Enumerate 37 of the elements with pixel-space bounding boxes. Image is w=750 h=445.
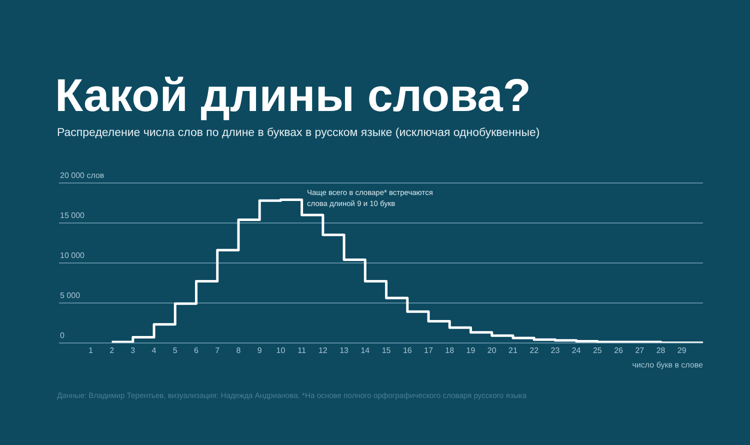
x-tick-label: 6 bbox=[194, 346, 200, 355]
x-tick-label: 9 bbox=[257, 346, 262, 355]
x-tick-label: 15 bbox=[382, 346, 392, 355]
x-tick-label: 23 bbox=[550, 346, 560, 355]
x-tick-label: 1 bbox=[88, 346, 94, 355]
x-tick-label: 22 bbox=[530, 346, 540, 355]
y-tick-label: 0 bbox=[60, 331, 65, 340]
x-tick-label: 11 bbox=[298, 346, 307, 355]
x-tick-label: 5 bbox=[172, 346, 178, 355]
x-tick-label: 16 bbox=[402, 346, 412, 355]
x-axis-title: число букв в слове bbox=[632, 360, 704, 370]
x-tick-label: 13 bbox=[340, 346, 350, 355]
x-tick-label: 28 bbox=[656, 346, 666, 355]
x-tick-label: 18 bbox=[445, 346, 455, 355]
x-tick-label: 4 bbox=[152, 346, 157, 355]
x-tick-label: 14 bbox=[360, 346, 370, 355]
x-tick-label: 29 bbox=[677, 346, 687, 355]
chart-title: Какой длины слова? bbox=[55, 69, 531, 121]
x-tick-label: 12 bbox=[318, 346, 328, 355]
x-tick-label: 10 bbox=[276, 346, 286, 355]
x-tick-label: 20 bbox=[487, 346, 497, 355]
y-tick-label: 10 000 bbox=[60, 251, 86, 260]
x-tick-label: 24 bbox=[572, 346, 582, 355]
x-tick-label: 17 bbox=[424, 346, 434, 355]
y-tick-label: 20 000 слов bbox=[60, 171, 104, 180]
x-tick-label: 8 bbox=[236, 346, 242, 355]
x-tick-label: 25 bbox=[592, 346, 602, 355]
x-tick-label: 7 bbox=[215, 346, 220, 355]
x-tick-label: 26 bbox=[614, 346, 624, 355]
x-tick-label: 27 bbox=[635, 346, 645, 355]
chart-subtitle: Распределение числа слов по длине в буквах в русском языке (исключая однобуквенные) bbox=[57, 126, 540, 141]
x-tick-label: 2 bbox=[110, 346, 115, 355]
y-tick-label: 5 000 bbox=[60, 291, 81, 300]
x-tick-label: 21 bbox=[508, 346, 518, 355]
x-tick-label: 19 bbox=[466, 346, 476, 355]
x-tick-label: 3 bbox=[130, 346, 136, 355]
y-tick-label: 15 000 bbox=[60, 211, 86, 220]
